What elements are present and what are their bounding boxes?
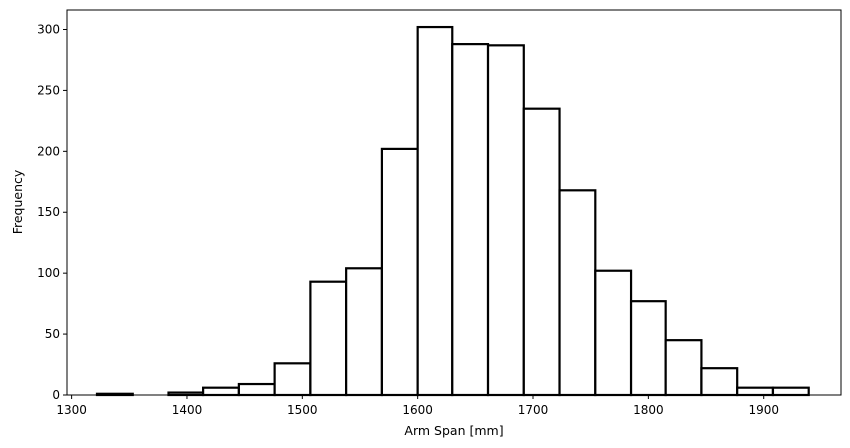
histogram-bar — [629, 300, 667, 397]
histogram-bar — [594, 269, 633, 397]
histogram-bar — [486, 44, 525, 397]
histogram-bar — [700, 367, 739, 397]
histogram-bar — [309, 280, 348, 397]
x-tick-label: 1800 — [633, 403, 664, 417]
y-tick-label: 200 — [37, 144, 60, 158]
histogram-bar — [522, 107, 561, 397]
y-tick-label: 300 — [37, 22, 60, 36]
histogram-bar — [664, 339, 703, 397]
x-tick-label: 1700 — [518, 403, 549, 417]
histogram-bar — [237, 382, 276, 397]
histogram-bar — [202, 386, 240, 397]
y-tick-label: 0 — [52, 388, 60, 402]
x-tick-label: 1500 — [287, 403, 318, 417]
histogram-bar — [380, 147, 419, 397]
histogram-bar — [736, 386, 775, 397]
y-axis: 0 50 100 150 200 250 300 — [37, 22, 67, 402]
histogram-bars — [95, 25, 810, 397]
x-tick-label: 1400 — [172, 403, 203, 417]
histogram-bar — [451, 43, 490, 397]
y-tick-label: 100 — [37, 266, 60, 280]
plot-frame — [66, 9, 842, 396]
x-axis: 1300 1400 1500 1600 1700 1800 1900 — [56, 395, 779, 417]
y-axis-label: Frequency — [10, 169, 25, 234]
histogram-bar — [416, 25, 454, 397]
histogram-bar — [345, 267, 384, 397]
x-tick-label: 1300 — [56, 403, 87, 417]
histogram-bar — [771, 386, 810, 397]
y-tick-label: 250 — [37, 83, 60, 97]
x-axis-label: Arm Span [mm] — [404, 423, 503, 438]
histogram-bar — [273, 362, 312, 397]
y-tick-label: 50 — [45, 327, 60, 341]
histogram-bar — [558, 189, 597, 397]
y-tick-label: 150 — [37, 205, 60, 219]
x-tick-label: 1600 — [402, 403, 433, 417]
x-tick-label: 1900 — [748, 403, 779, 417]
